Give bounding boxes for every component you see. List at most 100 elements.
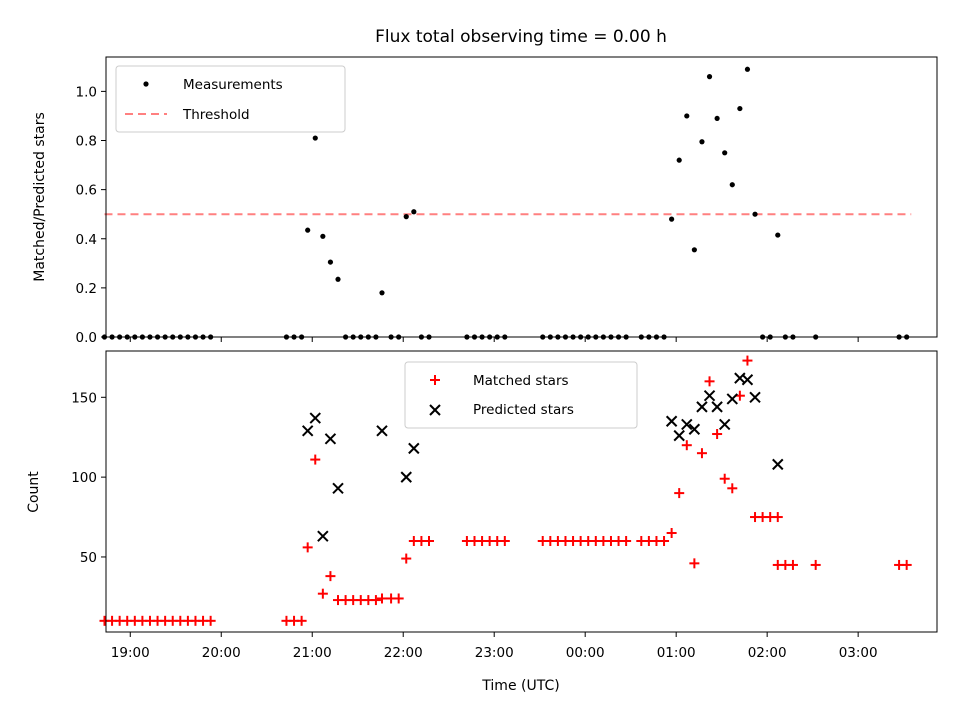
measurement-point <box>305 227 311 233</box>
top-chart-title: Flux total observing time = 0.00 h <box>375 27 667 47</box>
count-points <box>99 355 912 626</box>
measurement-point <box>684 113 690 119</box>
matched-star-point <box>317 588 328 599</box>
x-tick-label: 02:00 <box>748 645 787 661</box>
measurement-point <box>775 232 781 238</box>
bottom-y-tick-label: 100 <box>71 470 97 486</box>
matched-star-point <box>659 535 670 546</box>
legend-matched-plus <box>430 375 440 385</box>
x-tick-label: 21:00 <box>293 645 332 661</box>
measurement-point <box>729 182 735 188</box>
measurement-point <box>312 135 318 141</box>
matched-star-point <box>296 615 307 626</box>
legend-matched-marker <box>430 375 440 385</box>
top-y-tick-label: 0.2 <box>76 281 97 297</box>
bottom-plot-frame <box>105 350 938 633</box>
top-legend-box <box>115 65 346 133</box>
matched-star-point <box>310 454 321 465</box>
legend-threshold-label: Threshold <box>182 107 250 123</box>
matched-star-point <box>742 355 753 366</box>
top-legend: Measurements Threshold <box>115 65 346 133</box>
predicted-star-point <box>772 458 784 471</box>
measurement-point <box>335 276 341 282</box>
measurement-point <box>737 105 743 112</box>
x-tick-label: 03:00 <box>839 645 878 661</box>
matched-star-point <box>689 558 700 569</box>
measurement-point <box>379 290 385 296</box>
matched-star-point <box>696 448 707 459</box>
matched-star-point <box>674 488 685 499</box>
top-y-tick-label: 0.6 <box>76 183 97 199</box>
top-y-tick-label: 0.0 <box>76 330 97 346</box>
top-y-axis-label: Matched/Predicted stars <box>32 112 48 282</box>
top-panel: Flux total observing time = 0.00 h Match… <box>32 27 938 346</box>
matched-star-point <box>325 571 336 582</box>
top-plot-frame <box>105 56 938 338</box>
predicted-star-point <box>324 433 337 445</box>
predicted-star-point <box>665 415 678 427</box>
measurement-point <box>669 216 675 222</box>
top-y-tick-label: 0.8 <box>76 134 97 150</box>
bottom-legend-box <box>404 361 638 429</box>
bottom-y-tick-label: 150 <box>71 390 97 406</box>
matched-star-point <box>393 593 404 604</box>
measurement-point <box>722 150 728 156</box>
predicted-star-point <box>688 423 701 435</box>
measurement-point <box>706 74 713 80</box>
matched-star-point <box>666 528 677 539</box>
legend-predicted-marker <box>429 404 441 416</box>
measurement-point <box>752 211 758 217</box>
legend-matched-label: Matched stars <box>473 373 569 389</box>
x-tick-label: 01:00 <box>657 645 696 661</box>
x-tick-label: 20:00 <box>202 645 241 661</box>
measurement-point <box>320 233 326 239</box>
legend-predicted-x <box>429 404 441 416</box>
matched-star-point <box>712 429 723 440</box>
matched-star-point <box>681 440 692 451</box>
bottom-y-tick-label: 50 <box>80 550 97 566</box>
bottom-axis-ticks: 50 100 150 19:00 20:00 21:00 22:00 23:00 00:00 01… <box>71 390 877 661</box>
predicted-star-point <box>301 425 314 437</box>
matched-star-point <box>772 512 783 523</box>
measurement-point <box>744 66 751 72</box>
top-y-tick-label: 1.0 <box>76 84 97 100</box>
predicted-star-point <box>309 412 321 424</box>
legend-measurements-marker <box>143 81 149 87</box>
measurement-point <box>411 209 417 215</box>
matched-star-point <box>901 559 912 570</box>
matched-star-point <box>205 615 216 626</box>
x-tick-label: 00:00 <box>566 645 605 661</box>
x-tick-label: 22:00 <box>384 645 423 661</box>
legend-measurements-label: Measurements <box>183 77 283 93</box>
legend-predicted-label: Predicted stars <box>473 402 574 418</box>
predicted-star-point <box>696 401 708 413</box>
predicted-star-point <box>681 418 693 431</box>
bottom-legend: Matched stars Predicted stars <box>404 361 638 429</box>
top-y-tick-label: 0.4 <box>76 232 97 248</box>
matched-star-point <box>376 593 387 604</box>
predicted-star-point <box>673 429 685 442</box>
x-axis-label: Time (UTC) <box>481 678 559 694</box>
predicted-star-point <box>749 391 761 404</box>
measurement-point <box>699 139 705 145</box>
predicted-star-point <box>408 442 420 455</box>
x-tick-label: 23:00 <box>475 645 514 661</box>
measurement-point <box>691 247 697 253</box>
matched-star-point <box>810 559 821 570</box>
matched-star-point <box>370 595 381 606</box>
matched-star-point <box>401 553 412 564</box>
predicted-star-point <box>332 482 344 495</box>
predicted-star-point <box>376 425 388 437</box>
matched-star-point <box>719 473 730 484</box>
predicted-star-point <box>317 530 329 542</box>
matched-star-point <box>787 559 798 570</box>
matched-star-point <box>499 535 510 546</box>
predicted-star-point <box>718 418 731 431</box>
bottom-panel: Count Time (UTC) 50 100 150 19:00 20:00 21:00… <box>26 350 938 694</box>
measurement-point <box>327 259 334 265</box>
measurement-point <box>714 115 720 122</box>
predicted-star-point <box>741 374 754 386</box>
matched-star-point <box>704 376 715 387</box>
measurement-point <box>403 214 409 220</box>
